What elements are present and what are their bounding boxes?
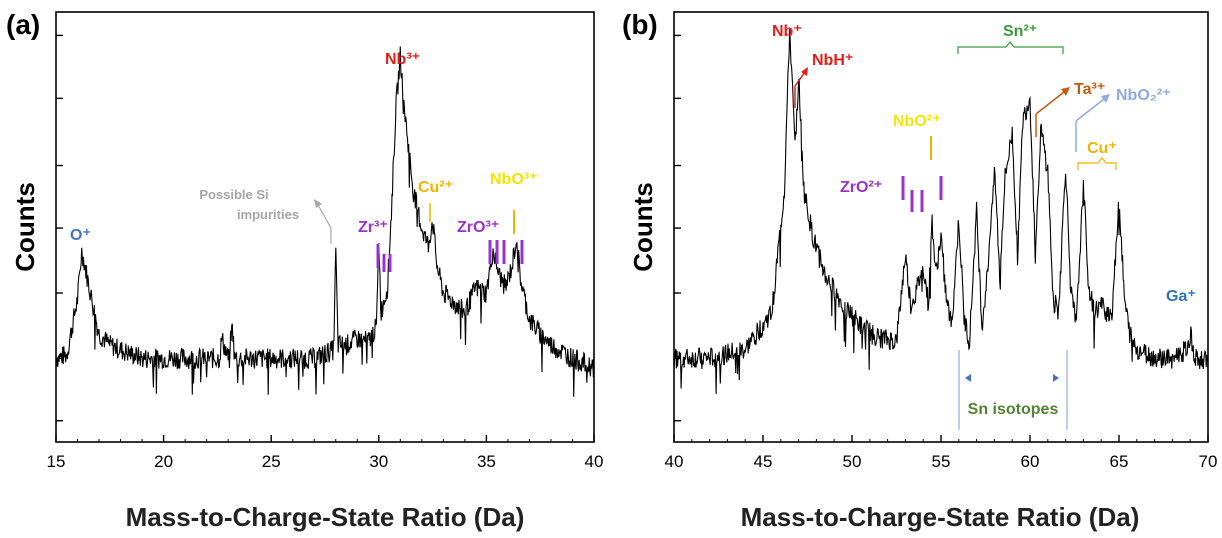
ta3-arrow-head — [1061, 87, 1070, 96]
x-tick-label: 20 — [154, 452, 173, 471]
annotation-sn-isotopes: Sn isotopes — [968, 401, 1059, 418]
panel-a-frame — [55, 11, 595, 443]
nbo2-arrow-line — [1075, 98, 1105, 122]
nbh-arrow-line — [794, 71, 806, 87]
annotation-nb3: Nb³⁺ — [385, 51, 420, 68]
x-tick-label: 60 — [1021, 452, 1040, 471]
x-tick-label: 15 — [47, 452, 66, 471]
x-tick-label: 45 — [754, 452, 773, 471]
annotation-sn2: Sn²⁺ — [1003, 23, 1037, 40]
x-tick-label: 35 — [477, 452, 496, 471]
x-tick-label: 55 — [932, 452, 951, 471]
annotation-o-plus: O⁺ — [70, 227, 91, 244]
annotation-nbo2: NbO²⁺ — [893, 113, 941, 130]
panel-a-spectrum-line — [55, 46, 595, 397]
cu-bracket — [1077, 157, 1117, 170]
x-tick-label: 70 — [1199, 452, 1218, 471]
panel-b: (b) Counts Mass-to-Charge-State Ratio (D… — [622, 9, 1217, 532]
panel-b-frame — [673, 11, 1209, 443]
x-tick-label: 65 — [1110, 452, 1129, 471]
nbo2-arrow-head — [1101, 94, 1110, 103]
panel-b-ylabel: Counts — [628, 182, 658, 272]
annotation-ga-plus: Ga⁺ — [1166, 288, 1196, 305]
zro3-markers — [488, 240, 524, 264]
sn-isotopes-right-arrow — [1053, 374, 1059, 382]
annotation-nbo2-2: NbO₂²⁺ — [1116, 87, 1171, 104]
annotation-cu-plus: Cu⁺ — [1087, 140, 1117, 157]
annotation-zr3: Zr³⁺ — [358, 219, 388, 236]
x-tick-label: 40 — [585, 452, 604, 471]
x-tick-label: 30 — [369, 452, 388, 471]
panel-a-x-ticks: 15 20 25 30 35 40 — [47, 435, 604, 471]
panel-b-spectrum-line — [673, 28, 1209, 394]
zr3-markers — [376, 244, 392, 272]
panel-a-ylabel: Counts — [10, 182, 40, 272]
panel-b-label: (b) — [622, 9, 658, 40]
panel-b-x-ticks: 40 45 50 55 60 65 70 — [665, 435, 1218, 471]
annotation-si-line2: impurities — [237, 207, 299, 222]
ta3-arrow-line — [1035, 91, 1065, 115]
annotation-nbh-plus: NbH⁺ — [812, 52, 853, 69]
annotation-si-line1: Possible Si — [199, 187, 268, 202]
panel-a-xlabel: Mass-to-Charge-State Ratio (Da) — [126, 502, 525, 532]
si-arrow-head — [314, 199, 322, 208]
panel-a-label: (a) — [6, 9, 40, 40]
x-tick-label: 50 — [843, 452, 862, 471]
x-tick-label: 40 — [665, 452, 684, 471]
sn2-bracket — [957, 41, 1064, 54]
annotation-cu2: Cu²⁺ — [418, 179, 453, 196]
nbh-arrow-head — [801, 67, 808, 76]
annotation-zro2: ZrO²⁺ — [840, 179, 882, 196]
sn-isotopes-left-arrow — [965, 374, 971, 382]
zro2-markers — [901, 176, 943, 212]
x-tick-label: 25 — [262, 452, 281, 471]
annotation-nb-plus: Nb⁺ — [772, 23, 802, 40]
annotation-zro3: ZrO³⁺ — [457, 219, 499, 236]
annotation-ta3: Ta³⁺ — [1074, 81, 1105, 98]
si-arrow-line — [317, 204, 332, 229]
panel-a: (a) Counts Mass-to-Charge-State Ratio (D… — [6, 9, 603, 532]
panel-b-xlabel: Mass-to-Charge-State Ratio (Da) — [741, 502, 1140, 532]
annotation-nbo3: NbO³⁺ — [490, 171, 538, 188]
